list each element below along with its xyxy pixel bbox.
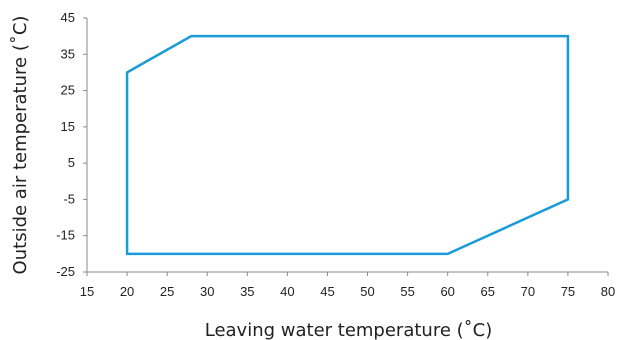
y-tick-label: 5	[68, 155, 75, 170]
x-tick-label: 50	[360, 284, 374, 299]
x-tick-label: 80	[601, 284, 615, 299]
y-tick-label: 15	[61, 119, 75, 134]
x-axis-title: Leaving water temperature (˚C)	[205, 320, 493, 340]
y-axis-ticks: 45 35 25 15 5 -5 -15 -25	[56, 10, 87, 279]
x-tick-label: 35	[240, 284, 254, 299]
y-tick-label: 25	[61, 83, 75, 98]
x-tick-label: 75	[561, 284, 575, 299]
y-tick-label: -5	[63, 191, 75, 206]
x-axis-ticks: 15 20 25 30 35 40 45 50 55 60 65 70 75 80	[80, 272, 615, 299]
x-tick-label: 15	[80, 284, 94, 299]
y-tick-label: 35	[61, 46, 75, 61]
series-envelope-line	[125, 34, 570, 256]
x-tick-label: 25	[160, 284, 174, 299]
x-tick-label: 70	[521, 284, 535, 299]
x-tick-label: 45	[320, 284, 334, 299]
y-axis-title: Outside air temperature (˚C)	[10, 16, 31, 275]
x-tick-label: 30	[200, 284, 214, 299]
y-tick-label: -15	[56, 228, 75, 243]
x-tick-label: 20	[120, 284, 134, 299]
y-tick-label: 45	[61, 10, 75, 25]
x-tick-label: 65	[481, 284, 495, 299]
y-tick-label: -25	[56, 264, 75, 279]
x-tick-label: 40	[280, 284, 294, 299]
x-tick-label: 60	[440, 284, 454, 299]
x-tick-label: 55	[400, 284, 414, 299]
